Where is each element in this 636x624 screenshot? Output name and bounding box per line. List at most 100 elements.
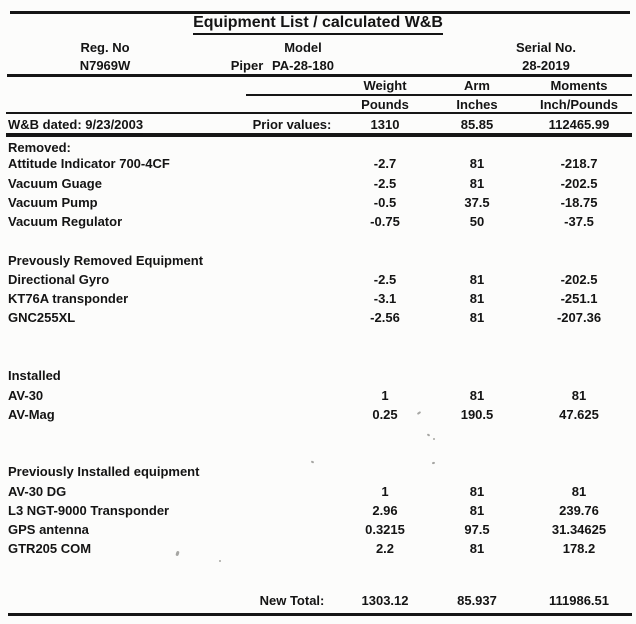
table-row: Vacuum Regulator -0.75 50 -37.5 [0,214,636,232]
section-heading-previously-removed: Prevously Removed Equipment [8,253,204,268]
table-row: L3 NGT-9000 Transponder 2.96 81 239.76 [0,503,636,521]
item-weight: 0.3215 [365,522,405,537]
item-name: GNC255XL [8,310,76,325]
section-heading-previously-installed: Previously Installed equipment [8,464,200,479]
new-total-label: New Total: [259,593,325,608]
item-weight: 1 [381,388,389,403]
item-moments: -218.7 [560,156,598,171]
item-moments: 31.34625 [551,522,607,537]
item-weight: 0.25 [372,407,398,422]
page-title: Equipment List / calculated W&B [0,14,636,35]
item-arm: 190.5 [460,407,494,422]
scan-artifact [426,433,431,437]
prior-values-label: Prior values: [252,117,332,132]
section-heading-installed: Installed [8,368,61,383]
item-moments: 239.76 [559,503,599,518]
item-name: L3 NGT-9000 Transponder [8,503,170,518]
table-row: KT76A transponder -3.1 81 -251.1 [0,291,636,309]
item-name: AV-30 DG [8,484,67,499]
item-arm: 81 [469,272,485,287]
prior-arm: 85.85 [460,117,494,132]
item-arm: 81 [469,503,485,518]
table-row: Directional Gyro -2.5 81 -202.5 [0,272,636,290]
item-moments: -202.5 [560,272,598,287]
item-name: Vacuum Guage [8,176,102,191]
total-weight: 1303.12 [361,593,409,608]
item-arm: 81 [469,156,485,171]
item-moments: 81 [571,388,587,403]
column-units-row: Pounds Inches Inch/Pounds [0,97,636,115]
item-arm: 81 [469,291,485,306]
rule-bottom [8,613,632,616]
reg-no-value: N7969W [79,58,131,73]
item-name: GPS antenna [8,522,89,537]
item-arm: 97.5 [464,522,490,537]
item-arm: 81 [469,310,485,325]
item-moments: -202.5 [560,176,598,191]
arm-unit-header: Inches [456,97,498,112]
table-row: GTR205 COM 2.2 81 178.2 [0,541,636,559]
table-row: Vacuum Guage -2.5 81 -202.5 [0,176,636,194]
rule-under-header [7,74,632,77]
item-arm: 81 [469,388,485,403]
item-weight: -0.5 [373,195,397,210]
item-arm: 37.5 [464,195,490,210]
item-moments: 178.2 [562,541,596,556]
weight-column-header: Weight [363,78,407,93]
arm-column-header: Arm [463,78,490,93]
prior-weight: 1310 [370,117,400,132]
model-label: Model [284,40,322,55]
item-weight: -3.1 [373,291,397,306]
item-name: AV-30 [8,388,44,403]
model-value: PA-28-180 [272,58,334,73]
item-name: Vacuum Pump [8,195,98,210]
table-row: GPS antenna 0.3215 97.5 31.34625 [0,522,636,540]
rule-above-prior-values [6,112,632,114]
item-weight: -2.7 [373,156,397,171]
column-names-row: Weight Arm Moments [0,78,636,96]
table-row: GNC255XL -2.56 81 -207.36 [0,310,636,328]
moments-column-header: Moments [550,78,608,93]
prior-values-row: W&B dated: 9/23/2003 Prior values: 1310 … [0,117,636,135]
rule-below-prior-values [6,133,632,137]
rule-under-column-names [246,94,632,96]
item-name: Attitude Indicator 700-4CF [8,156,170,171]
item-moments: 47.625 [559,407,599,422]
item-weight: 2.96 [372,503,398,518]
item-weight: -2.5 [373,272,397,287]
item-weight: 2.2 [375,541,395,556]
item-weight: 1 [381,484,389,499]
item-name: KT76A transponder [8,291,129,306]
reg-no-label: Reg. No [80,40,130,55]
item-name: Vacuum Regulator [8,214,123,229]
item-name: GTR205 COM [8,541,92,556]
table-row: AV-Mag 0.25 190.5 47.625 [0,407,636,425]
item-weight: -0.75 [370,214,400,229]
prior-moments: 112465.99 [548,117,610,132]
total-arm: 85.937 [457,593,497,608]
total-moments: 111986.51 [548,593,610,608]
item-moments: -18.75 [560,195,598,210]
make-value: Piper [230,58,264,73]
item-name: AV-Mag [8,407,55,422]
scan-artifact [433,438,435,440]
item-moments: -37.5 [564,214,594,229]
moments-unit-header: Inch/Pounds [540,97,618,112]
wb-dated-label: W&B dated: 9/23/2003 [8,117,240,135]
new-total-row: New Total: 1303.12 85.937 111986.51 [0,593,636,611]
aircraft-header-values: N7969W Piper PA-28-180 28-2019 [0,58,636,76]
aircraft-header-labels: Reg. No Model Serial No. [0,40,636,58]
table-row: Attitude Indicator 700-4CF -2.7 81 -218.… [0,156,636,174]
item-arm: 50 [469,214,485,229]
item-arm: 81 [469,176,485,191]
rule-top [10,11,630,14]
serial-no-label: Serial No. [516,40,576,55]
weight-unit-header: Pounds [361,97,409,112]
serial-no-value: 28-2019 [522,58,570,73]
item-moments: 81 [571,484,587,499]
scan-artifact [219,560,221,562]
item-arm: 81 [469,484,485,499]
item-moments: -207.36 [556,310,602,325]
item-name: Directional Gyro [8,272,110,287]
